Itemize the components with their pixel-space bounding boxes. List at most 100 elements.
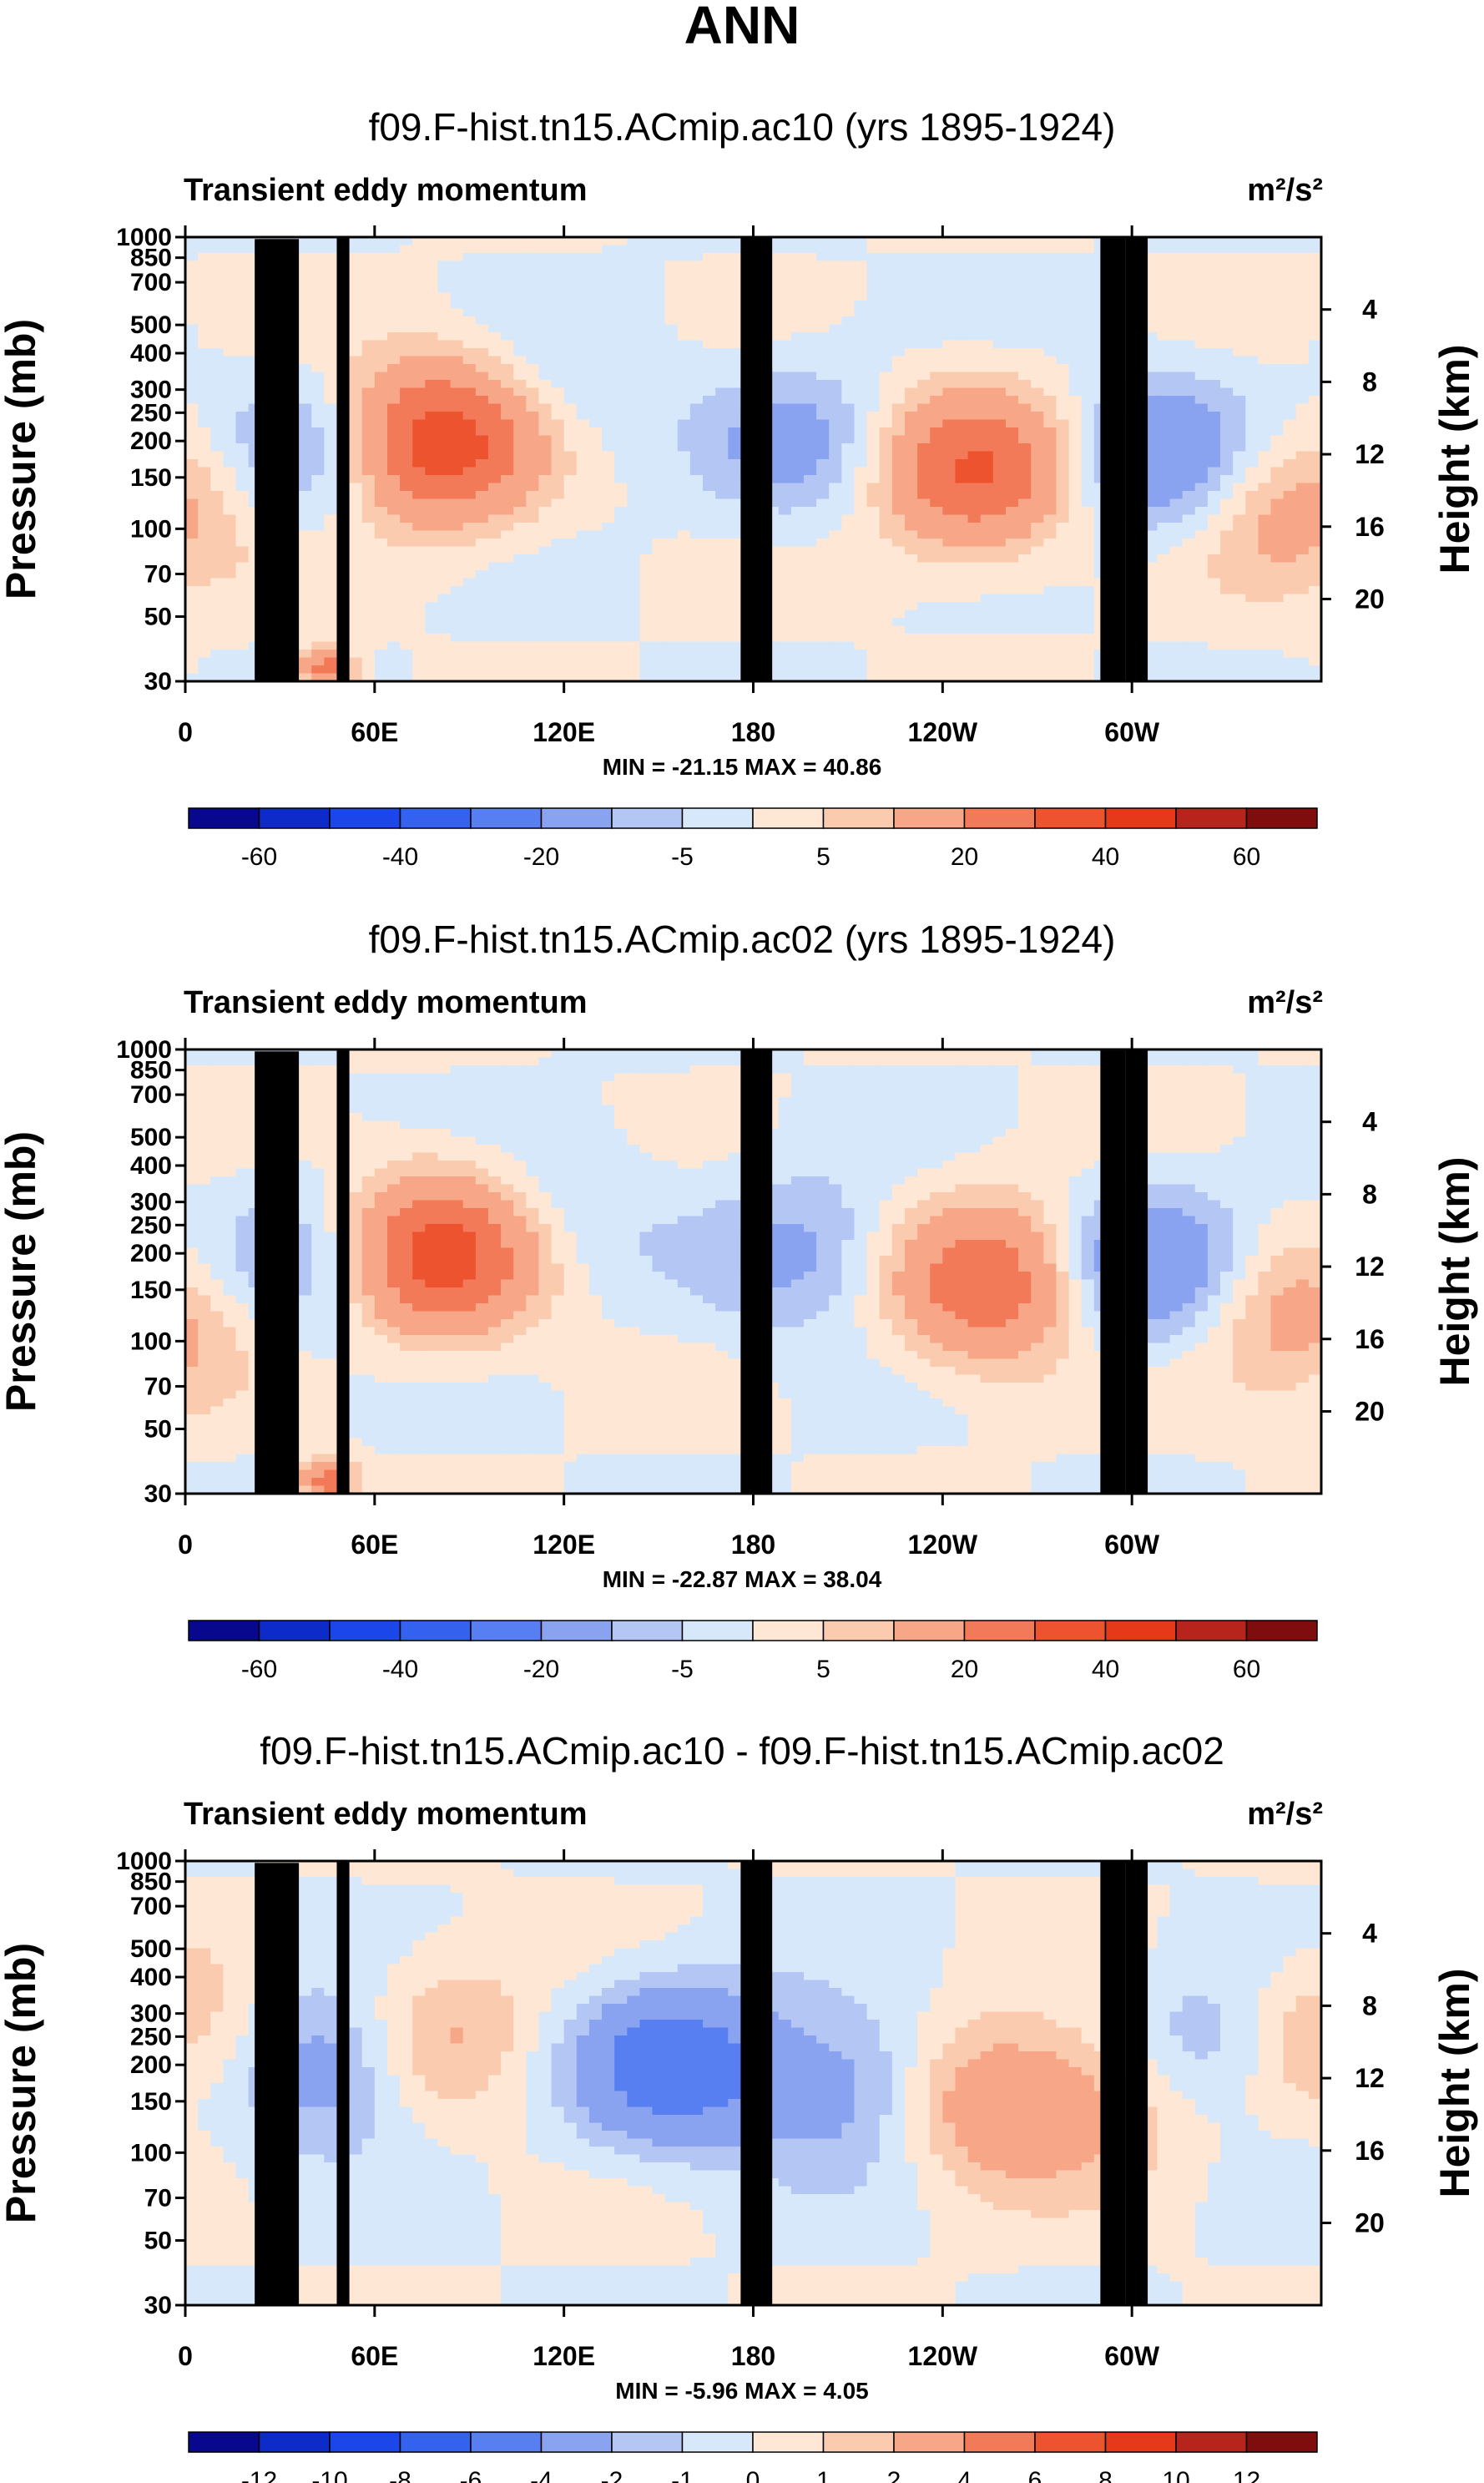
field-cell xyxy=(816,491,830,500)
field-cell xyxy=(1056,570,1070,579)
field-cell xyxy=(1245,609,1259,619)
field-cell xyxy=(854,387,868,397)
field-cell xyxy=(185,539,199,548)
field-cell xyxy=(462,507,477,516)
field-cell xyxy=(627,594,640,603)
field-cell xyxy=(1220,364,1234,373)
field-cell xyxy=(1068,491,1083,500)
field-cell xyxy=(664,523,679,532)
field-cell xyxy=(386,498,401,508)
field-cell xyxy=(349,578,363,587)
field-cell xyxy=(829,498,842,508)
field-cell xyxy=(361,237,376,246)
field-cell xyxy=(790,586,805,595)
field-cell xyxy=(639,665,654,675)
field-cell xyxy=(1258,625,1272,635)
field-cell xyxy=(1157,507,1171,516)
field-cell xyxy=(425,523,439,532)
field-cell xyxy=(1005,625,1019,635)
field-cell xyxy=(816,451,830,460)
field-cell xyxy=(715,578,729,587)
field-cell xyxy=(1005,483,1019,492)
field-cell xyxy=(1220,507,1234,516)
field-cell xyxy=(1169,332,1184,341)
field-cell xyxy=(980,308,994,317)
field-cell xyxy=(513,665,527,675)
field-cell xyxy=(386,673,401,682)
field-cell xyxy=(854,301,868,310)
field-cell xyxy=(1308,475,1322,484)
field-cell xyxy=(841,570,856,579)
field-cell xyxy=(765,594,780,603)
field-cell xyxy=(677,269,691,278)
field-cell xyxy=(513,562,527,571)
field-cell xyxy=(1043,467,1057,476)
field-cell xyxy=(526,625,540,635)
field-cell xyxy=(1068,514,1083,523)
field-cell xyxy=(576,665,590,675)
field-cell xyxy=(652,514,666,523)
field-cell xyxy=(1283,507,1297,516)
field-cell xyxy=(955,514,969,523)
field-cell xyxy=(185,285,199,294)
field-cell xyxy=(765,269,780,278)
field-cell xyxy=(361,324,376,333)
field-cell xyxy=(652,483,666,492)
field-cell xyxy=(450,443,464,453)
field-cell xyxy=(400,340,413,349)
field-cell xyxy=(324,546,338,555)
field-cell xyxy=(1182,641,1196,650)
field-cell xyxy=(299,657,312,666)
field-cell xyxy=(930,467,943,476)
field-cell xyxy=(1018,641,1032,650)
field-cell xyxy=(400,451,413,460)
field-cell xyxy=(210,507,224,516)
field-cell xyxy=(1283,475,1297,484)
field-cell xyxy=(1157,602,1171,611)
field-cell xyxy=(412,523,426,532)
field-cell xyxy=(639,657,654,666)
field-cell xyxy=(185,237,199,246)
field-cell xyxy=(374,483,388,492)
field-cell xyxy=(185,514,199,523)
field-cell xyxy=(1144,292,1158,301)
field-cell xyxy=(576,332,590,341)
field-cell xyxy=(1005,269,1019,278)
field-cell xyxy=(1157,539,1171,548)
field-cell xyxy=(425,491,439,500)
field-cell xyxy=(891,308,906,317)
field-cell xyxy=(487,665,502,675)
field-cell xyxy=(588,435,603,444)
field-cell xyxy=(816,427,830,437)
field-cell xyxy=(1056,380,1070,389)
field-cell xyxy=(349,435,363,444)
field-cell xyxy=(198,507,211,516)
field-cell xyxy=(1081,260,1095,270)
field-cell xyxy=(1043,412,1057,421)
field-cell xyxy=(198,403,211,412)
field-cell xyxy=(765,237,780,246)
field-cell xyxy=(563,443,578,453)
field-cell xyxy=(349,546,363,555)
field-cell xyxy=(664,269,679,278)
field-cell xyxy=(412,650,426,659)
field-cell xyxy=(1220,634,1234,643)
field-cell xyxy=(1258,539,1272,548)
field-cell xyxy=(487,451,502,460)
field-cell xyxy=(1258,562,1272,571)
field-cell xyxy=(374,451,388,460)
field-cell xyxy=(1056,491,1070,500)
field-cell xyxy=(955,641,969,650)
field-cell xyxy=(1169,380,1184,389)
field-cell xyxy=(475,657,489,666)
panel-1: f09.F-hist.tn15.ACmip.ac10 (yrs 1895-192… xyxy=(0,105,1478,871)
field-cell xyxy=(664,530,679,539)
field-cell xyxy=(513,364,527,373)
field-cell xyxy=(1081,650,1095,659)
field-cell xyxy=(1220,546,1234,555)
field-cell xyxy=(1043,625,1057,635)
field-cell xyxy=(715,602,729,611)
field-cell xyxy=(299,594,312,603)
field-cell xyxy=(904,308,918,317)
field-cell xyxy=(1207,245,1221,254)
